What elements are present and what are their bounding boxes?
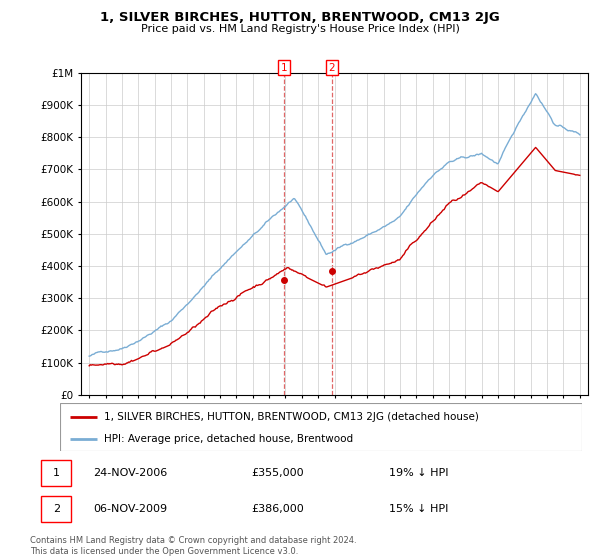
Bar: [41, 496, 71, 522]
Text: 1: 1: [53, 468, 60, 478]
Text: 06-NOV-2009: 06-NOV-2009: [94, 505, 167, 514]
Text: 1: 1: [280, 63, 287, 73]
Text: £355,000: £355,000: [251, 468, 304, 478]
Text: 1, SILVER BIRCHES, HUTTON, BRENTWOOD, CM13 2JG: 1, SILVER BIRCHES, HUTTON, BRENTWOOD, CM…: [100, 11, 500, 24]
Text: Contains HM Land Registry data © Crown copyright and database right 2024.
This d: Contains HM Land Registry data © Crown c…: [30, 536, 356, 556]
Text: 15% ↓ HPI: 15% ↓ HPI: [389, 505, 448, 514]
Text: 1, SILVER BIRCHES, HUTTON, BRENTWOOD, CM13 2JG (detached house): 1, SILVER BIRCHES, HUTTON, BRENTWOOD, CM…: [104, 412, 479, 422]
Text: £386,000: £386,000: [251, 505, 304, 514]
Text: 2: 2: [329, 63, 335, 73]
Text: HPI: Average price, detached house, Brentwood: HPI: Average price, detached house, Bren…: [104, 434, 353, 444]
Text: 2: 2: [53, 505, 60, 514]
Text: Price paid vs. HM Land Registry's House Price Index (HPI): Price paid vs. HM Land Registry's House …: [140, 24, 460, 34]
Text: 24-NOV-2006: 24-NOV-2006: [94, 468, 168, 478]
Text: 19% ↓ HPI: 19% ↓ HPI: [389, 468, 448, 478]
Bar: [41, 460, 71, 486]
